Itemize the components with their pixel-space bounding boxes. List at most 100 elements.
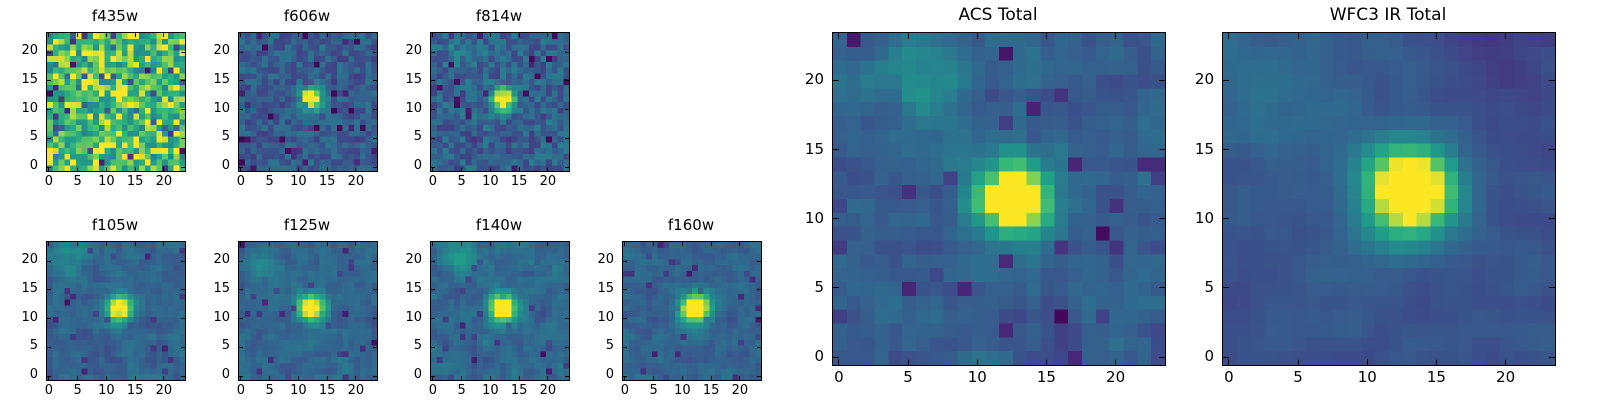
plot-area bbox=[238, 32, 378, 172]
x-tick-label: 0 bbox=[428, 174, 438, 189]
x-tick-label: 15 bbox=[510, 174, 528, 189]
tick-mark bbox=[240, 33, 242, 37]
tick-mark bbox=[1159, 287, 1165, 289]
heatmap-f435w bbox=[47, 33, 185, 171]
y-tick-label: 0 bbox=[29, 367, 38, 383]
tick-mark bbox=[547, 242, 549, 246]
tick-mark bbox=[269, 242, 271, 246]
y-tick-label: 5 bbox=[605, 338, 614, 354]
x-tick-label: 5 bbox=[1293, 368, 1303, 386]
tick-mark bbox=[181, 166, 185, 168]
tick-mark bbox=[976, 359, 978, 365]
tick-mark bbox=[710, 376, 712, 380]
panel-f140w: f140w 0 5 10 15 20 0 5 10 15 20 bbox=[405, 216, 570, 398]
y-tick-label: 0 bbox=[605, 367, 614, 383]
tick-mark bbox=[163, 376, 165, 380]
tick-mark bbox=[431, 51, 435, 53]
y-tick-label: 10 bbox=[1194, 208, 1214, 227]
y-tick-label: 0 bbox=[413, 367, 422, 383]
x-tick-label: 10 bbox=[98, 174, 115, 189]
x-tick-label: 20 bbox=[347, 174, 365, 189]
heatmap-f814w bbox=[431, 33, 569, 171]
x-tick-label: 10 bbox=[482, 174, 499, 189]
panel-title: f140w bbox=[475, 216, 523, 234]
x-tick-label: 10 bbox=[1357, 368, 1377, 386]
x-tick-label: 10 bbox=[290, 174, 307, 189]
heatmap-f606w bbox=[239, 33, 377, 171]
plot-area bbox=[46, 241, 186, 381]
tick-mark bbox=[1228, 33, 1230, 39]
tick-mark bbox=[432, 33, 434, 37]
x-tick-label: 15 bbox=[318, 174, 336, 189]
plot-area bbox=[832, 32, 1166, 366]
x-tick-label: 20 bbox=[539, 174, 557, 189]
tick-mark bbox=[181, 318, 185, 320]
tick-mark bbox=[134, 376, 136, 380]
tick-mark bbox=[77, 167, 79, 171]
tick-mark bbox=[105, 242, 107, 246]
tick-mark bbox=[623, 289, 627, 291]
tick-mark bbox=[297, 376, 299, 380]
tick-mark bbox=[355, 33, 357, 37]
tick-mark bbox=[431, 260, 435, 262]
y-tick-label: 10 bbox=[804, 208, 824, 227]
tick-mark bbox=[565, 137, 569, 139]
tick-mark bbox=[239, 137, 243, 139]
y-tick-label: 5 bbox=[29, 338, 38, 354]
tick-mark bbox=[48, 376, 50, 380]
panel-f160w: f160w 0 5 10 15 20 0 5 10 15 20 bbox=[597, 216, 762, 398]
panel-title: f606w bbox=[283, 7, 331, 25]
tick-mark bbox=[461, 33, 463, 37]
y-tick-label: 5 bbox=[1204, 277, 1214, 296]
tick-mark bbox=[1045, 359, 1047, 365]
tick-mark bbox=[431, 137, 435, 139]
y-tick-label: 20 bbox=[21, 43, 38, 59]
tick-mark bbox=[1159, 356, 1165, 358]
y-tick-label: 10 bbox=[597, 309, 614, 325]
tick-mark bbox=[77, 33, 79, 37]
tick-mark bbox=[105, 33, 107, 37]
tick-mark bbox=[431, 80, 435, 82]
tick-mark bbox=[1366, 33, 1368, 39]
tick-mark bbox=[489, 242, 491, 246]
y-tick-label: 15 bbox=[213, 71, 230, 87]
tick-mark bbox=[373, 80, 377, 82]
heatmap-f105w bbox=[47, 242, 185, 380]
panel-title: f125w bbox=[283, 216, 331, 234]
tick-mark bbox=[1223, 79, 1229, 81]
x-tick-label: 0 bbox=[44, 174, 54, 189]
tick-mark bbox=[1223, 287, 1229, 289]
y-tick-label: 20 bbox=[405, 252, 422, 268]
y-tick-label: 5 bbox=[221, 338, 230, 354]
tick-mark bbox=[373, 109, 377, 111]
y-tick-label: 20 bbox=[213, 252, 230, 268]
tick-mark bbox=[1159, 79, 1165, 81]
tick-mark bbox=[757, 260, 761, 262]
tick-mark bbox=[565, 109, 569, 111]
y-tick-label: 15 bbox=[405, 280, 422, 296]
tick-mark bbox=[565, 346, 569, 348]
x-tick-label: 0 bbox=[834, 368, 844, 386]
y-tick-label: 0 bbox=[1204, 347, 1214, 366]
y-tick-label: 5 bbox=[413, 129, 422, 145]
panel-title: WFC3 IR Total bbox=[1329, 5, 1447, 25]
tick-mark bbox=[565, 375, 569, 377]
tick-mark bbox=[163, 167, 165, 171]
tick-mark bbox=[461, 242, 463, 246]
tick-mark bbox=[489, 376, 491, 380]
tick-mark bbox=[461, 376, 463, 380]
y-tick-label: 0 bbox=[29, 158, 38, 174]
tick-mark bbox=[269, 167, 271, 171]
tick-mark bbox=[757, 346, 761, 348]
tick-mark bbox=[833, 149, 839, 151]
tick-mark bbox=[239, 80, 243, 82]
tick-mark bbox=[565, 51, 569, 53]
tick-mark bbox=[181, 260, 185, 262]
tick-mark bbox=[47, 166, 51, 168]
heatmap-f160w bbox=[623, 242, 761, 380]
tick-mark bbox=[565, 80, 569, 82]
x-tick-label: 20 bbox=[539, 383, 557, 398]
x-tick-label: 15 bbox=[1036, 368, 1056, 386]
tick-mark bbox=[47, 137, 51, 139]
tick-mark bbox=[181, 109, 185, 111]
